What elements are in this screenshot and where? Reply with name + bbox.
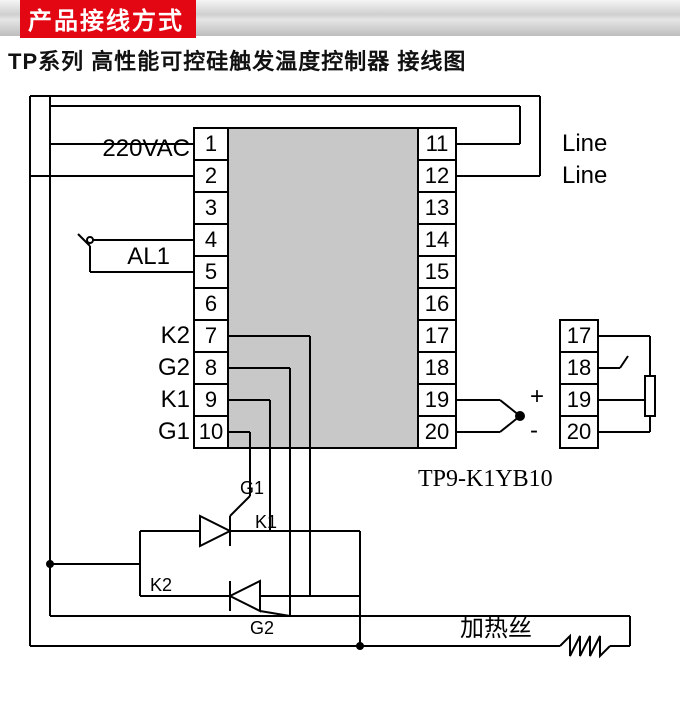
label-220vac: 220VAC <box>102 135 190 162</box>
pin-6: 6 <box>205 291 217 316</box>
aux-pin-20: 20 <box>567 419 591 444</box>
scr-label-g2: G2 <box>250 618 274 638</box>
pin-11: 11 <box>426 131 449 156</box>
sensor-input <box>456 400 524 432</box>
scr-label-k2: K2 <box>150 575 172 595</box>
pin-18: 18 <box>425 355 449 380</box>
header-title: 产品接线方式 <box>20 0 196 38</box>
pin-16: 16 <box>425 291 449 316</box>
aux-pin-17: 17 <box>567 323 591 348</box>
pin-8: 8 <box>205 355 217 380</box>
page-subtitle: TP系列 高性能可控硅触发温度控制器 接线图 <box>8 44 680 76</box>
pin-5: 5 <box>205 259 217 284</box>
thyristor-block <box>47 496 360 646</box>
label-g1: G1 <box>158 418 190 445</box>
pin-17: 17 <box>425 323 449 348</box>
pin-12: 12 <box>425 163 449 188</box>
wiring-diagram: 1 2 3 4 5 6 7 8 9 10 11 12 13 14 15 16 1… <box>0 76 680 716</box>
pin-13: 13 <box>425 195 449 220</box>
model-label: TP9-K1YB10 <box>418 466 553 492</box>
rtd-symbol <box>598 336 655 432</box>
polarity-plus: + <box>530 383 544 410</box>
aux-pin-18: 18 <box>567 355 591 380</box>
aux-pin-19: 19 <box>567 387 591 412</box>
label-k1: K1 <box>161 386 190 413</box>
scr-label-g1: G1 <box>240 478 264 498</box>
pin-7: 7 <box>205 323 217 348</box>
heater-circuit <box>30 616 630 656</box>
pin-2: 2 <box>205 163 217 188</box>
pin-3: 3 <box>205 195 217 220</box>
polarity-minus: - <box>530 417 538 444</box>
pin-20: 20 <box>425 419 449 444</box>
pin-10: 10 <box>199 419 223 444</box>
heater-label: 加热丝 <box>460 615 532 642</box>
header-bar: 产品接线方式 <box>0 0 680 36</box>
pin-4: 4 <box>205 227 217 252</box>
label-line-11: Line <box>562 130 607 157</box>
pin-1: 1 <box>205 131 217 156</box>
pin-9: 9 <box>205 387 217 412</box>
scr-label-k1: K1 <box>255 512 277 532</box>
pin-19: 19 <box>425 387 449 412</box>
label-al1: AL1 <box>127 243 170 270</box>
label-line-12: Line <box>562 162 607 189</box>
pin-15: 15 <box>425 259 449 284</box>
label-k2: K2 <box>161 322 190 349</box>
label-g2: G2 <box>158 354 190 381</box>
pin-14: 14 <box>425 227 449 252</box>
